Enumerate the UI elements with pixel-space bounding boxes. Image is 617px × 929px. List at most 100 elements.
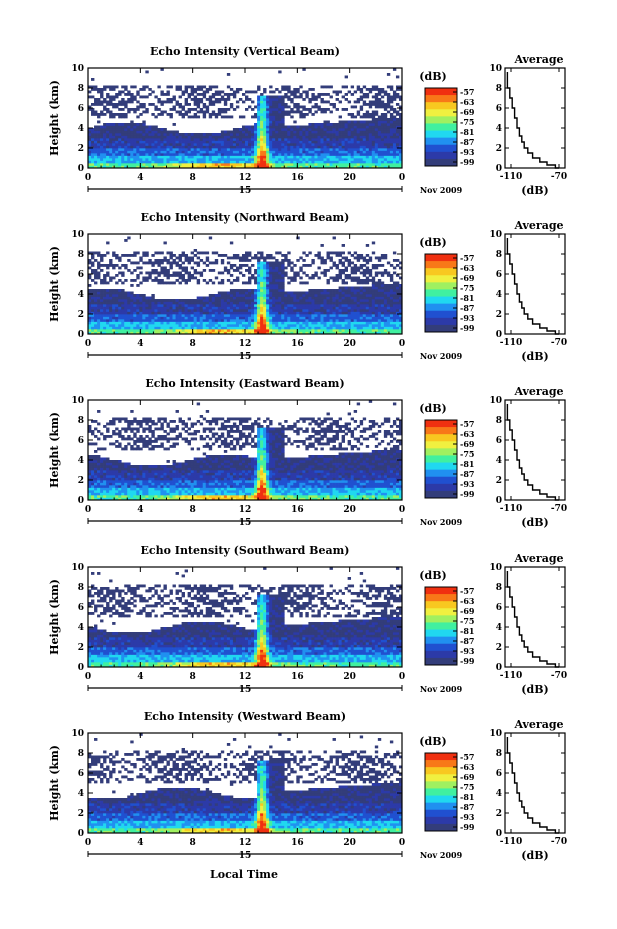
heatmap-cell bbox=[392, 133, 397, 136]
heatmap-cell bbox=[362, 279, 367, 282]
heatmap-cell bbox=[124, 88, 128, 91]
heatmap-cell bbox=[320, 133, 324, 136]
heatmap-cell bbox=[178, 274, 182, 277]
heatmap-cell bbox=[226, 153, 231, 156]
heatmap-cell bbox=[115, 324, 119, 327]
heatmap-cell bbox=[163, 309, 167, 312]
heatmap-cell bbox=[154, 279, 158, 282]
heatmap-cell bbox=[329, 130, 333, 134]
heatmap-cell bbox=[118, 150, 122, 154]
heatmap-cell bbox=[127, 108, 131, 111]
heatmap-cell bbox=[311, 261, 315, 265]
heatmap-cell bbox=[169, 261, 173, 265]
heatmap-cell bbox=[278, 95, 282, 99]
heatmap-cell bbox=[142, 296, 146, 300]
heatmap-cell bbox=[205, 299, 210, 302]
heatmap-cell bbox=[94, 165, 98, 169]
heatmap-cell bbox=[100, 331, 104, 335]
heatmap-cell bbox=[211, 324, 216, 327]
heatmap-cell bbox=[178, 88, 182, 91]
heatmap-cell bbox=[112, 251, 116, 255]
heatmap-cell bbox=[248, 90, 252, 94]
heatmap-cell bbox=[395, 153, 400, 156]
heatmap-cell bbox=[359, 115, 364, 119]
heatmap-cell bbox=[160, 324, 164, 327]
heatmap-cell bbox=[133, 326, 137, 330]
heatmap-cell bbox=[257, 276, 261, 280]
heatmap-cell bbox=[121, 264, 125, 267]
heatmap-cell bbox=[317, 314, 321, 317]
heatmap-cell bbox=[136, 148, 140, 151]
heatmap-cell bbox=[175, 148, 179, 151]
heatmap-cell bbox=[332, 311, 336, 315]
heatmap-cell bbox=[184, 135, 188, 139]
heatmap-cell bbox=[335, 296, 339, 300]
heatmap-cell bbox=[269, 103, 273, 106]
heatmap-cell bbox=[106, 316, 110, 320]
colorbar-swatch bbox=[425, 151, 457, 160]
heatmap-cell bbox=[202, 103, 207, 106]
heatmap-cell bbox=[181, 324, 185, 327]
heatmap-cell bbox=[329, 251, 333, 255]
heatmap-cell bbox=[380, 254, 385, 257]
heatmap-cell bbox=[314, 304, 318, 307]
heatmap-cell bbox=[166, 319, 170, 322]
heatmap-cell bbox=[332, 143, 336, 146]
heatmap-cell bbox=[311, 153, 315, 156]
heatmap-cell bbox=[88, 306, 92, 310]
heatmap-cell bbox=[133, 261, 137, 265]
heatmap-cell bbox=[278, 324, 282, 327]
heatmap-cell bbox=[263, 319, 267, 322]
heatmap-cell bbox=[374, 155, 379, 159]
heatmap-cell bbox=[154, 135, 158, 139]
heatmap-cell bbox=[290, 261, 294, 265]
heatmap-cell bbox=[320, 98, 324, 101]
heatmap-cell bbox=[166, 130, 170, 134]
heatmap-cell bbox=[115, 103, 119, 106]
heatmap-cell bbox=[380, 331, 385, 335]
heatmap-cell bbox=[287, 294, 291, 297]
heatmap-cell bbox=[386, 319, 391, 322]
heatmap-cell bbox=[317, 321, 321, 325]
heatmap-cell bbox=[127, 128, 131, 131]
heatmap-cell bbox=[124, 125, 128, 129]
heatmap-cell bbox=[377, 256, 382, 260]
heatmap-cell bbox=[103, 150, 107, 154]
heatmap-cell bbox=[314, 103, 318, 106]
heatmap-cell bbox=[251, 276, 255, 280]
heatmap-cell bbox=[332, 329, 336, 332]
heatmap-cell bbox=[383, 294, 388, 297]
heatmap-cell bbox=[196, 306, 201, 310]
heatmap-cell bbox=[202, 158, 207, 161]
heatmap-cell bbox=[100, 269, 104, 272]
heatmap-cell bbox=[217, 138, 222, 141]
heatmap-cell bbox=[377, 115, 382, 119]
heatmap-cell bbox=[356, 130, 361, 134]
heatmap-cell bbox=[103, 100, 107, 104]
heatmap-cell bbox=[263, 284, 267, 287]
heatmap-cell bbox=[269, 291, 273, 295]
heatmap-cell bbox=[275, 324, 279, 327]
heatmap-cell bbox=[121, 163, 125, 166]
heatmap-cell bbox=[245, 90, 249, 94]
heatmap-cell bbox=[163, 133, 167, 136]
heatmap-cell bbox=[359, 160, 364, 164]
heatmap-cell bbox=[127, 165, 131, 169]
heatmap-cell bbox=[368, 120, 373, 124]
heatmap-cell bbox=[326, 314, 330, 317]
heatmap-cell bbox=[281, 153, 285, 156]
heatmap-cell bbox=[106, 93, 110, 96]
heatmap-cell bbox=[232, 319, 237, 322]
heatmap-cell bbox=[359, 150, 364, 154]
heatmap-cell bbox=[88, 274, 92, 277]
heatmap-cell bbox=[178, 321, 182, 325]
heatmap-cell bbox=[199, 319, 204, 322]
heatmap-cell bbox=[145, 324, 149, 327]
heatmap-cell bbox=[359, 98, 364, 101]
heatmap-cell bbox=[136, 115, 140, 119]
heatmap-cell bbox=[347, 100, 352, 104]
heatmap-cell bbox=[305, 326, 309, 330]
heatmap-cell bbox=[398, 138, 403, 141]
heatmap-cell bbox=[196, 304, 201, 307]
heatmap-cell bbox=[323, 100, 327, 104]
